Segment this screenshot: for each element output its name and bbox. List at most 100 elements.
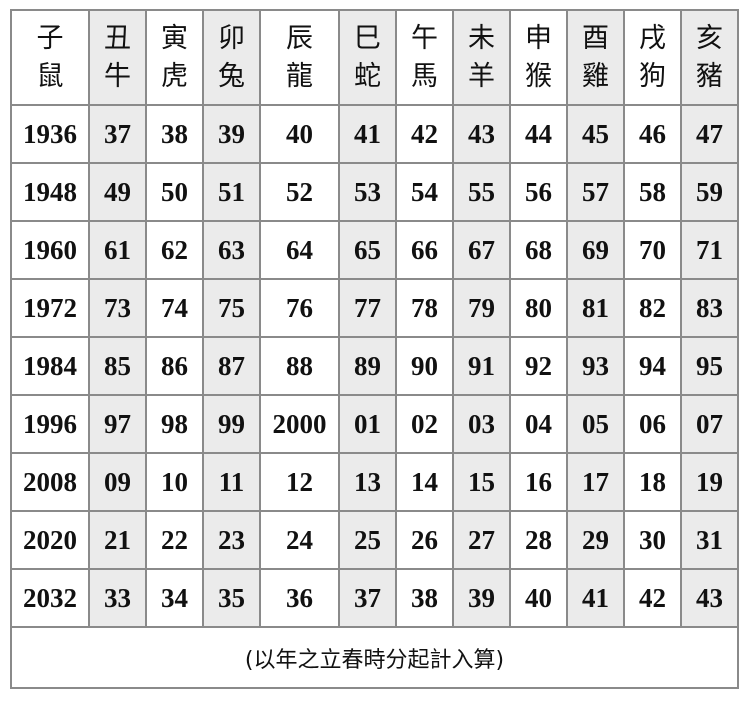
- year-cell: 35: [202, 568, 261, 628]
- year-cell: 14: [395, 452, 454, 512]
- table-row: 1936 37 38 39 40 41 42 43 44 45 46 47: [10, 104, 739, 164]
- year-cell: 94: [623, 336, 682, 396]
- year-cell: 05: [566, 394, 625, 454]
- year-cell: 64: [259, 220, 340, 280]
- year-cell: 55: [452, 162, 511, 222]
- year-cell: 93: [566, 336, 625, 396]
- year-cell: 40: [259, 104, 340, 164]
- year-cell: 77: [338, 278, 397, 338]
- table-row: 2032 33 34 35 36 37 38 39 40 41 42 43: [10, 568, 739, 628]
- year-cell: 87: [202, 336, 261, 396]
- zodiac-header-cell: 申猴: [509, 9, 568, 106]
- year-cell: 78: [395, 278, 454, 338]
- year-cell: 62: [145, 220, 204, 280]
- year-cell: 56: [509, 162, 568, 222]
- zodiac-animal: 虎: [161, 60, 188, 92]
- year-cell: 15: [452, 452, 511, 512]
- zodiac-animal: 兔: [218, 60, 245, 92]
- year-cell: 50: [145, 162, 204, 222]
- year-cell: 12: [259, 452, 340, 512]
- zodiac-animal: 馬: [411, 60, 438, 92]
- zodiac-animal: 鼠: [36, 60, 64, 92]
- earthly-branch: 卯: [218, 22, 245, 54]
- year-cell: 66: [395, 220, 454, 280]
- year-cell: 89: [338, 336, 397, 396]
- year-cell: 24: [259, 510, 340, 570]
- year-cell: 67: [452, 220, 511, 280]
- year-cell: 73: [88, 278, 147, 338]
- year-cell: 46: [623, 104, 682, 164]
- year-cell: 79: [452, 278, 511, 338]
- year-cell: 70: [623, 220, 682, 280]
- year-cell: 09: [88, 452, 147, 512]
- year-cell: 61: [88, 220, 147, 280]
- zodiac-animal: 豬: [696, 60, 723, 92]
- year-cell: 22: [145, 510, 204, 570]
- year-cell: 03: [452, 394, 511, 454]
- year-cell: 23: [202, 510, 261, 570]
- year-cell: 10: [145, 452, 204, 512]
- year-cell: 26: [395, 510, 454, 570]
- year-cell: 2032: [10, 568, 90, 628]
- year-cell: 88: [259, 336, 340, 396]
- zodiac-animal: 狗: [639, 60, 666, 92]
- year-cell: 01: [338, 394, 397, 454]
- zodiac-header-cell: 戌狗: [623, 9, 682, 106]
- earthly-branch: 巳: [354, 22, 381, 54]
- zodiac-animal: 羊: [468, 60, 495, 92]
- zodiac-animal: 牛: [104, 60, 131, 92]
- year-cell: 65: [338, 220, 397, 280]
- year-cell: 69: [566, 220, 625, 280]
- year-cell: 68: [509, 220, 568, 280]
- year-cell: 36: [259, 568, 340, 628]
- year-cell: 17: [566, 452, 625, 512]
- year-cell: 40: [509, 568, 568, 628]
- year-cell: 25: [338, 510, 397, 570]
- year-cell: 53: [338, 162, 397, 222]
- header-row: 子鼠丑牛寅虎卯兔辰龍巳蛇午馬未羊申猴酉雞戌狗亥豬: [10, 9, 739, 106]
- year-cell: 51: [202, 162, 261, 222]
- table-row: 2008 09 10 11 12 13 14 15 16 17 18 19: [10, 452, 739, 512]
- year-cell: 1948: [10, 162, 90, 222]
- year-cell: 38: [395, 568, 454, 628]
- zodiac-header-cell: 丑牛: [88, 9, 147, 106]
- year-cell: 49: [88, 162, 147, 222]
- year-cell: 42: [623, 568, 682, 628]
- year-cell: 2000: [259, 394, 340, 454]
- earthly-branch: 子: [36, 22, 64, 54]
- year-cell: 44: [509, 104, 568, 164]
- year-cell: 2020: [10, 510, 90, 570]
- zodiac-animal: 猴: [525, 60, 552, 92]
- zodiac-animal: 龍: [286, 60, 313, 92]
- year-cell: 39: [452, 568, 511, 628]
- year-cell: 43: [452, 104, 511, 164]
- year-cell: 57: [566, 162, 625, 222]
- year-cell: 2008: [10, 452, 90, 512]
- zodiac-animal: 雞: [582, 60, 609, 92]
- year-cell: 1984: [10, 336, 90, 396]
- year-cell: 97: [88, 394, 147, 454]
- year-cell: 86: [145, 336, 204, 396]
- year-cell: 63: [202, 220, 261, 280]
- zodiac-header-cell: 亥豬: [680, 9, 739, 106]
- year-cell: 1996: [10, 394, 90, 454]
- year-cell: 90: [395, 336, 454, 396]
- year-cell: 59: [680, 162, 739, 222]
- year-cell: 85: [88, 336, 147, 396]
- table-row: 1960 61 62 63 64 65 66 67 68 69 70 71: [10, 220, 739, 280]
- year-cell: 41: [338, 104, 397, 164]
- table-row: 1996 97 98 99 2000 01 02 03 04 05 06 07: [10, 394, 739, 454]
- year-cell: 16: [509, 452, 568, 512]
- zodiac-year-table: 子鼠丑牛寅虎卯兔辰龍巳蛇午馬未羊申猴酉雞戌狗亥豬 1936 37 38 39 40 41 42…: [10, 9, 739, 689]
- earthly-branch: 未: [468, 22, 495, 54]
- year-cell: 52: [259, 162, 340, 222]
- year-cell: 13: [338, 452, 397, 512]
- year-cell: 83: [680, 278, 739, 338]
- footnote: (以年之立春時分起計入算): [10, 626, 739, 689]
- year-cell: 02: [395, 394, 454, 454]
- year-cell: 06: [623, 394, 682, 454]
- year-cell: 75: [202, 278, 261, 338]
- year-cell: 29: [566, 510, 625, 570]
- year-cell: 47: [680, 104, 739, 164]
- year-cell: 37: [88, 104, 147, 164]
